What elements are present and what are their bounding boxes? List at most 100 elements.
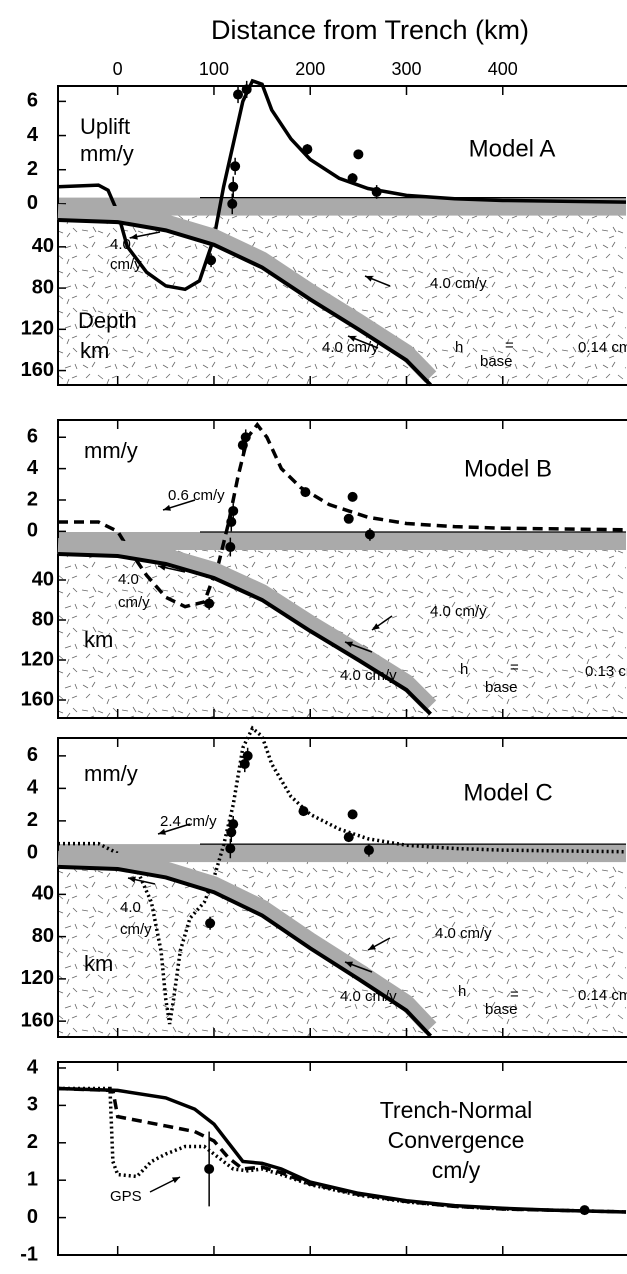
annotation: cm/y xyxy=(110,256,142,273)
panel: 0 2 4 6 40 80 120 160 Model B mm/y km 0.6 cm/y 4.0 cm… xyxy=(21,419,627,719)
annotation: 2.4 cm/y xyxy=(160,813,217,830)
arrow-head xyxy=(158,564,166,571)
x-tick-label: 100 xyxy=(199,59,229,79)
data-point xyxy=(363,845,374,856)
model-label: Model B xyxy=(464,455,552,482)
panel: -1 0 1 2 3 4 Trench-Normal Convergence cm/y GPS xyxy=(20,1056,627,1265)
y2-tick-label: 80 xyxy=(32,925,54,947)
arrow-head xyxy=(128,876,136,883)
annotation: base xyxy=(485,679,518,696)
data-point xyxy=(242,750,253,761)
plot-frame xyxy=(57,737,627,1038)
y2-label: km xyxy=(80,338,109,363)
y-tick-label: 0 xyxy=(27,520,38,542)
y2-tick-label: 120 xyxy=(21,648,54,670)
y-tick-label: 6 xyxy=(27,90,38,112)
y-tick-label: 4 xyxy=(27,457,39,479)
y2-label: km xyxy=(84,627,113,652)
data-point xyxy=(347,809,358,820)
annotation: base xyxy=(480,353,513,370)
annotation: cm/y xyxy=(118,594,150,611)
panel: 0 2 4 6 40 80 120 160 Model C mm/y km 2.4 cm/y 4.0 cm… xyxy=(21,725,627,1038)
data-point xyxy=(343,832,354,843)
y-tick-label: 2 xyxy=(27,809,38,831)
arrow-head xyxy=(368,943,376,950)
annotation: cm/y xyxy=(120,921,152,938)
annotation: 4.0 xyxy=(118,571,139,588)
annotation: h xyxy=(458,983,466,1000)
y2-label: km xyxy=(84,951,113,976)
y-tick-label: 2 xyxy=(27,158,38,180)
surface-layer xyxy=(58,532,626,550)
mantle-texture xyxy=(58,540,626,718)
slab xyxy=(57,218,433,387)
plot-frame xyxy=(57,419,627,719)
model-line xyxy=(58,1086,627,1214)
model-line xyxy=(57,1086,627,1214)
x-tick-label: 300 xyxy=(391,59,421,79)
y2-tick-label: 80 xyxy=(32,608,54,630)
data-point xyxy=(226,516,237,527)
y2-tick-label: 120 xyxy=(21,967,54,989)
data-point xyxy=(206,255,217,266)
data-point xyxy=(347,491,358,502)
x-tick-label: 0 xyxy=(113,59,123,79)
annotation: 4.0 cm/y xyxy=(322,339,379,356)
model-label: Model C xyxy=(463,779,552,806)
y-tick-label: 4 xyxy=(27,777,39,799)
annotation: 4.0 cm/y xyxy=(340,988,397,1005)
y2-tick-label: 160 xyxy=(21,359,54,381)
annotation: cm/y xyxy=(432,1157,481,1183)
data-point xyxy=(364,529,375,540)
data-point xyxy=(241,84,252,95)
plot-frame xyxy=(57,85,627,386)
annotation: 0.14 cm/y xyxy=(578,987,627,1004)
annotation: 4.0 cm/y xyxy=(430,275,487,292)
model-line xyxy=(57,1086,627,1214)
y2-label: Depth xyxy=(78,308,137,333)
arrow-head xyxy=(365,275,373,282)
arrow-head xyxy=(345,961,353,968)
y-tick-label: 1 xyxy=(27,1168,38,1190)
arrow-head xyxy=(348,335,356,342)
y-tick-label: 0 xyxy=(27,192,38,214)
annotation: 0.14 cm/y xyxy=(578,339,627,356)
plot-frame xyxy=(57,1061,627,1256)
data-point xyxy=(228,181,239,192)
slab xyxy=(57,864,433,1038)
y-tick-label: 6 xyxy=(27,744,38,766)
data-point xyxy=(205,918,216,929)
y-tick-label: 2 xyxy=(27,488,38,510)
y2-tick-label: 160 xyxy=(21,688,54,710)
arrow-head xyxy=(372,623,380,630)
y-label: Uplift xyxy=(80,114,130,139)
mantle-texture xyxy=(58,205,626,385)
annotation: 4.0 cm/y xyxy=(435,925,492,942)
data-point xyxy=(204,598,215,609)
y-label: mm/y xyxy=(84,438,138,463)
annotation: = xyxy=(505,337,514,354)
surface-layer xyxy=(58,197,626,216)
x-tick-label: 200 xyxy=(295,59,325,79)
data-point xyxy=(298,806,309,817)
arrow-head xyxy=(158,828,166,835)
arrow-head xyxy=(345,641,353,648)
data-point xyxy=(343,513,354,524)
annotation: h xyxy=(460,661,468,678)
data-point xyxy=(228,505,239,516)
panel: Distance from Trench (km) 0 100 200 300 400 0 2… xyxy=(21,15,627,387)
y-tick-label: 4 xyxy=(27,124,39,146)
annotation: h xyxy=(455,339,463,356)
arrow-head xyxy=(163,504,171,511)
data-point xyxy=(204,1163,215,1174)
data-point xyxy=(228,819,239,830)
data-point xyxy=(300,487,311,498)
x-tick-label: 400 xyxy=(488,59,518,79)
data-point xyxy=(347,173,358,184)
slab-band xyxy=(57,538,437,712)
y-label: mm/y xyxy=(80,141,134,166)
y2-tick-label: 80 xyxy=(32,276,54,298)
data-point xyxy=(240,432,251,443)
mantle-texture xyxy=(58,852,626,1037)
y2-tick-label: 40 xyxy=(32,235,54,257)
